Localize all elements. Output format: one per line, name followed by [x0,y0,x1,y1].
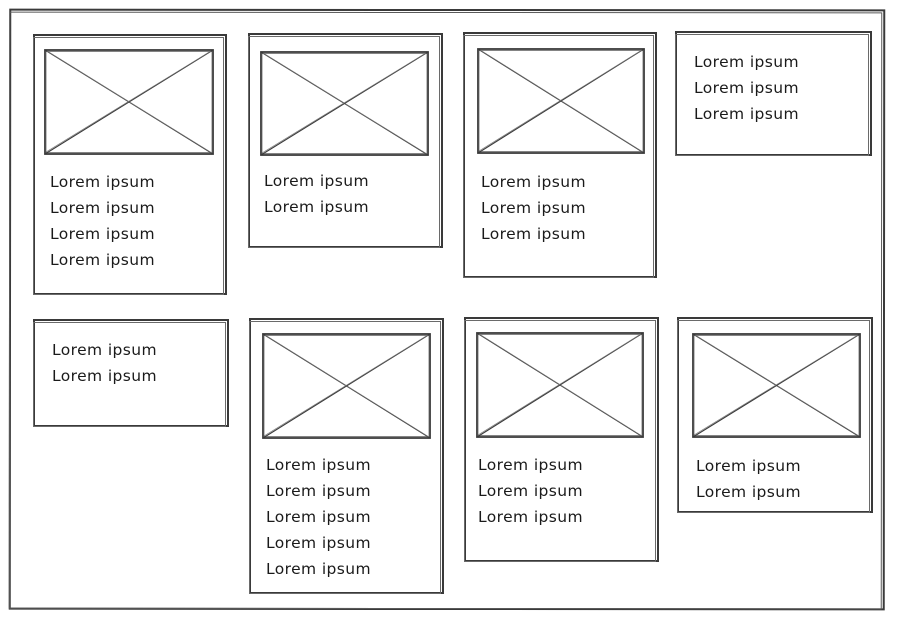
card-text-line: Lorem ipsum [52,367,157,385]
card-text-line: Lorem ipsum [266,456,371,474]
card-text-line: Lorem ipsum [694,53,799,71]
card-text-line: Lorem ipsum [694,105,799,123]
card-text-line: Lorem ipsum [50,251,155,269]
card-8: Lorem ipsum Lorem ipsum [677,317,873,513]
card-text-line: Lorem ipsum [694,79,799,97]
card-text: Lorem ipsum Lorem ipsum [264,168,441,220]
card-2: Lorem ipsum Lorem ipsum [248,33,443,248]
card-text-line: Lorem ipsum [481,173,586,191]
card-text-line: Lorem ipsum [52,341,157,359]
card-text: Lorem ipsum Lorem ipsum [696,453,871,505]
card-text-line: Lorem ipsum [266,534,371,552]
image-placeholder-icon [260,51,429,156]
card-text-line: Lorem ipsum [50,225,155,243]
card-text: Lorem ipsum Lorem ipsum Lorem ipsum [694,49,870,127]
card-text-line: Lorem ipsum [266,482,371,500]
card-text: Lorem ipsum Lorem ipsum Lorem ipsum [478,452,657,530]
card-text-line: Lorem ipsum [264,172,369,190]
card-text-line: Lorem ipsum [266,560,371,578]
card-text-line: Lorem ipsum [481,225,586,243]
card-text: Lorem ipsum Lorem ipsum Lorem ipsum [481,169,655,247]
card-text-line: Lorem ipsum [266,508,371,526]
card-3: Lorem ipsum Lorem ipsum Lorem ipsum [463,32,657,278]
card-5: Lorem ipsum Lorem ipsum [33,319,229,427]
card-text: Lorem ipsum Lorem ipsum [52,337,227,389]
card-7: Lorem ipsum Lorem ipsum Lorem ipsum [464,317,659,562]
image-placeholder-icon [262,333,431,439]
card-text-line: Lorem ipsum [696,457,801,475]
card-text-line: Lorem ipsum [50,173,155,191]
card-6: Lorem ipsum Lorem ipsum Lorem ipsum Lore… [249,318,444,594]
card-text-line: Lorem ipsum [50,199,155,217]
card-1: Lorem ipsum Lorem ipsum Lorem ipsum Lore… [33,34,227,295]
card-4: Lorem ipsum Lorem ipsum Lorem ipsum [675,31,872,156]
card-text-line: Lorem ipsum [478,482,583,500]
card-text-line: Lorem ipsum [264,198,369,216]
card-text-line: Lorem ipsum [478,508,583,526]
image-placeholder-icon [477,48,645,154]
card-text-line: Lorem ipsum [481,199,586,217]
card-text-line: Lorem ipsum [696,483,801,501]
image-placeholder-icon [692,333,861,438]
card-text: Lorem ipsum Lorem ipsum Lorem ipsum Lore… [266,452,442,582]
image-placeholder-icon [476,332,644,438]
card-text-line: Lorem ipsum [478,456,583,474]
image-placeholder-icon [44,49,214,155]
card-text: Lorem ipsum Lorem ipsum Lorem ipsum Lore… [50,169,225,273]
